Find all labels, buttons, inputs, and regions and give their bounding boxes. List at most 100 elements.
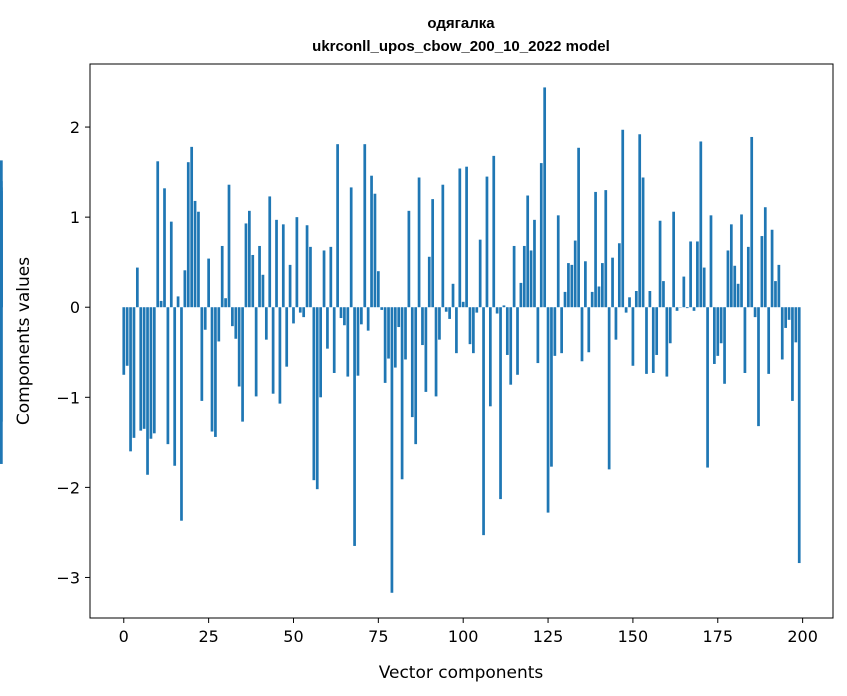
bar-71 [363, 144, 367, 308]
bar-172 [706, 307, 709, 468]
bar-4 [135, 267, 139, 308]
bar-102 [468, 307, 472, 345]
bar-110 [495, 307, 499, 314]
plot-frame [89, 63, 834, 619]
bar-188 [760, 236, 764, 308]
bar-112 [502, 305, 506, 308]
bar-180 [733, 265, 737, 308]
bar-141 [601, 263, 604, 308]
bar-136 [584, 261, 587, 308]
y-tick-label: −2 [56, 478, 80, 497]
bar-15 [173, 307, 177, 466]
bar-183 [743, 307, 747, 373]
bar-7 [146, 307, 149, 475]
bar-6 [142, 307, 146, 429]
bar-186 [753, 307, 757, 318]
bar-107 [485, 176, 489, 308]
bar-190 [767, 307, 771, 374]
bar-21 [193, 200, 197, 308]
bar-130 [563, 291, 567, 308]
bar-98 [455, 307, 458, 354]
bar-187 [757, 307, 760, 427]
bar-16 [176, 296, 180, 308]
bar-1 [125, 307, 129, 366]
x-axis: 0 25 50 75 100 125 150 175 200 [119, 618, 818, 646]
bar-152 [638, 134, 642, 308]
bar-19 [186, 162, 190, 308]
bar-22 [197, 211, 200, 308]
bar-74 [373, 193, 377, 308]
bar-38 [251, 254, 255, 308]
bar-175 [716, 307, 720, 356]
bar-3 [132, 307, 136, 438]
bar-108 [488, 307, 492, 407]
bar-139 [594, 191, 597, 308]
bar-145 [614, 307, 618, 340]
bar-39 [254, 307, 258, 397]
bar-30 [224, 298, 227, 308]
bar-104 [475, 307, 479, 313]
bar-75 [376, 271, 380, 308]
bar-174 [713, 307, 716, 364]
bar-124 [543, 87, 547, 308]
bar-79 [390, 307, 394, 593]
bar-65 [343, 307, 346, 326]
bar-160 [665, 307, 669, 377]
bar-99 [458, 168, 462, 308]
bar-51 [295, 217, 299, 308]
bar-96 [448, 307, 451, 319]
bar-117 [519, 282, 523, 308]
bar-157 [655, 307, 659, 355]
bar-100 [461, 301, 465, 308]
bar-0 [122, 307, 126, 375]
x-tick-label: 200 [787, 627, 818, 646]
bar-176 [719, 307, 723, 344]
bar-123 [539, 163, 543, 308]
chart-subtitle: ukrconll_upos_cbow_200_10_2022 model [312, 38, 610, 55]
bar-132 [570, 264, 574, 308]
bar-114 [509, 307, 513, 385]
y-axis: −3 −2 −1 0 1 2 [56, 118, 90, 587]
bar-54 [305, 225, 309, 308]
bar-127 [553, 307, 557, 356]
bar-103 [472, 307, 475, 354]
bar-57 [315, 307, 319, 490]
bar-83 [404, 307, 407, 360]
bar-101 [465, 166, 468, 308]
bar-146 [617, 243, 621, 308]
bar-97 [451, 283, 455, 308]
bar-29 [220, 245, 224, 308]
bar-184 [746, 246, 750, 308]
bar-31 [227, 184, 231, 308]
x-tick-label: 0 [119, 627, 129, 646]
bar-168 [692, 307, 696, 311]
bar-138 [590, 291, 594, 308]
bar-undefined [0, 307, 3, 464]
bar-33 [234, 307, 238, 339]
bar-66 [346, 307, 350, 377]
bar-81 [397, 307, 401, 328]
bar-116 [516, 307, 519, 375]
bar-149 [628, 297, 631, 308]
bar-143 [607, 307, 611, 470]
bar-173 [709, 215, 713, 308]
bar-series [0, 87, 801, 593]
y-tick-label: 0 [70, 298, 80, 317]
bar-24 [203, 307, 207, 330]
bar-133 [573, 240, 577, 308]
x-tick-label: 175 [702, 627, 733, 646]
bar-78 [387, 307, 390, 359]
bar-23 [200, 307, 204, 401]
bar-64 [339, 307, 343, 319]
bar-189 [763, 207, 767, 308]
bar-11 [159, 300, 163, 308]
bar-84 [407, 210, 411, 308]
y-tick-label: −1 [56, 388, 80, 407]
bar-9 [152, 307, 156, 434]
bar-60 [326, 307, 329, 349]
bar-42 [264, 307, 268, 340]
bar-2 [129, 307, 132, 452]
bar-14 [169, 221, 173, 308]
bar-67 [349, 187, 353, 308]
